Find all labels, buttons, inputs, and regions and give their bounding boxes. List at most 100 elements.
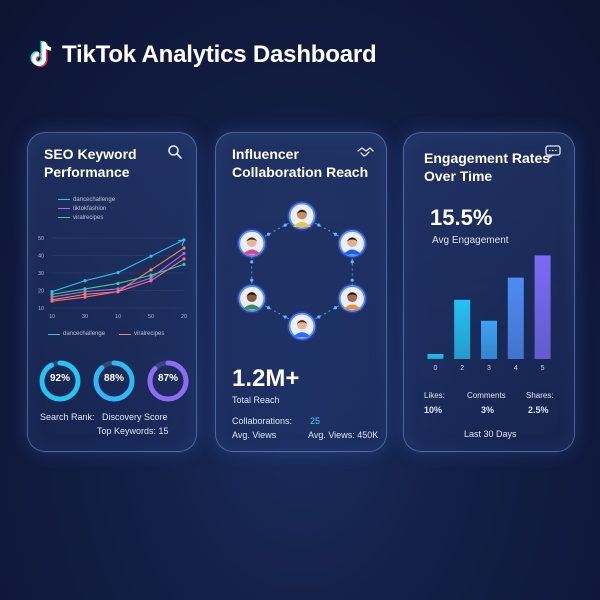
collaborations-label: Collaborations: [232,416,293,426]
x-tick-label: 5 [541,365,545,372]
connection-dot [266,306,271,310]
avatar-body [293,221,311,227]
avatar-bottom [287,311,317,341]
progress-ring-3 [147,360,189,402]
data-point [149,254,153,258]
collaborations-value: 25 [310,416,321,426]
avatar-top [287,200,317,231]
engagement-rate-value: 15.5% [430,205,493,230]
engagement-bar-chart: 0 2 3 4 5 [427,255,551,372]
legend-label: dancechallenge [63,331,106,337]
avatar-body [242,249,261,255]
connection-dot [283,223,287,227]
discovery-score-label: Discovery Score [102,412,168,422]
engagement-rates-card[interactable]: Engagement Rates Over Time 15.5% Avg Eng… [403,132,575,452]
engagement-rate-label: Avg Engagement [432,235,509,246]
likes-label: Likes: [424,391,445,400]
legend-item: viralrecipes [119,331,164,337]
connection-dot [317,223,321,227]
comments-label: Comments [467,391,506,400]
data-point [83,292,87,296]
data-point [116,270,120,275]
ring-progress [147,360,189,402]
legend-label: viralrecipes [73,214,104,221]
data-point [182,257,186,261]
seo-legend-top: dancechallenge tiktokfashion viralrecipe… [58,195,115,222]
avatar-top-left [236,228,267,259]
top-keywords-label: Top Keywords: [97,426,157,436]
legend-label: dancechallenge [73,196,116,203]
connection-dot [350,260,354,264]
ring-value-3: 87% [157,373,178,384]
x-tick-label: 2 [460,365,464,372]
bar [454,299,471,359]
data-point [83,295,87,299]
avatar-body [293,332,311,338]
search-icon[interactable] [166,143,184,161]
handshake-icon[interactable] [356,143,374,161]
seo-card-title: SEO Keyword Performance [44,146,137,180]
data-point [182,262,186,266]
data-point [149,273,153,277]
connection-dot [350,278,354,282]
shares-value: 2.5% [528,405,549,415]
search-rank-label: Search Rank: [40,412,95,422]
total-reach-value: 1.2M+ [232,365,300,392]
x-tick-label: 20 [181,314,187,318]
data-point [50,292,54,296]
tiktok-logo-icon [30,41,52,67]
bar [507,277,524,359]
page-title: TikTok Analytics Dashboard [62,41,377,68]
seo-legend-bottom: dancechallenge viralrecipes [48,331,164,337]
connection-dot [333,306,338,310]
x-tick-label: 50 [148,314,154,318]
connection-dot [250,260,254,264]
seo-line-chart: 50 40 30 20 10 10 30 10 50 20 [38,236,187,318]
avatar-hair [296,209,308,214]
avatar-hair [246,237,258,242]
y-tick-label: 10 [38,306,44,312]
connection-dot [250,278,254,282]
data-point [116,281,120,286]
legend-item: tiktokfashion [58,204,115,213]
ring-value-2: 88% [103,373,124,384]
x-tick-label: 0 [433,365,437,372]
seo-keyword-card[interactable]: SEO Keyword Performance dancechallenge t… [27,132,197,452]
data-point [182,246,186,250]
total-reach-label: Total Reach [232,395,280,405]
avatar-hair [246,292,258,297]
y-tick-label: 50 [38,236,44,242]
data-point [116,287,120,291]
bar [427,354,444,359]
avatar-hair [346,292,358,297]
y-tick-label: 30 [38,271,44,277]
avatar-body [343,249,362,255]
x-tick-label: 10 [49,314,55,318]
connection-dot [266,232,271,236]
chat-icon[interactable] [544,143,562,161]
ring-value-1: 92% [49,373,70,384]
x-tick-label: 30 [82,314,88,318]
y-tick-label: 20 [38,289,44,295]
comments-value: 3% [481,405,495,415]
shares-label: Shares: [526,391,554,400]
data-point [83,290,87,294]
period-label: Last 30 Days [464,429,517,439]
top-keywords: Top Keywords: 15 [97,426,169,436]
trend-arrow [177,239,185,246]
influencer-reach-card[interactable]: Influencer Collaboration Reach 1.2M+ Tot… [215,132,387,452]
influencer-card-title: Influencer Collaboration Reach [232,146,369,180]
legend-item: viralrecipes [58,213,115,222]
connection-dot [317,315,321,319]
data-point [182,251,186,256]
data-point [50,299,54,303]
data-point [50,295,54,299]
data-point [83,279,87,283]
avatar-bottom-right [337,283,368,314]
data-point [149,268,153,272]
avatar-body [343,304,362,310]
avatar-top-right [337,228,368,259]
data-point [116,290,120,294]
avatar-bottom-left [236,283,267,314]
legend-item: dancechallenge [48,331,105,337]
